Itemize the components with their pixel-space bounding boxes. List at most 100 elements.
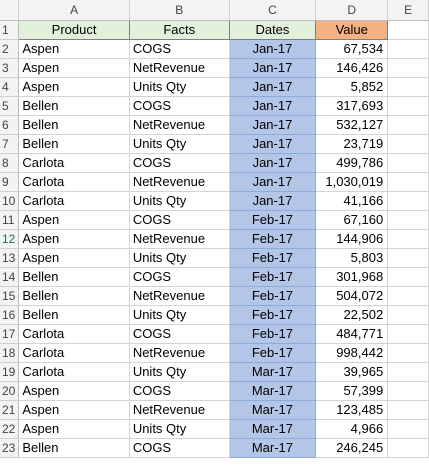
product-cell[interactable]: Aspen <box>18 39 130 59</box>
date-cell[interactable]: Mar-17 <box>229 362 317 382</box>
header-cell-facts[interactable]: Facts <box>128 19 230 40</box>
facts-cell[interactable]: Units Qty <box>129 191 230 211</box>
row-header[interactable]: 19 <box>0 362 20 382</box>
date-cell[interactable]: Jan-17 <box>229 58 317 78</box>
facts-cell[interactable]: Units Qty <box>129 305 230 325</box>
facts-cell[interactable]: COGS <box>129 96 230 116</box>
date-cell[interactable]: Mar-17 <box>229 438 317 458</box>
select-all-corner[interactable] <box>0 0 20 21</box>
date-cell[interactable]: Jan-17 <box>229 172 317 192</box>
value-cell[interactable]: 23,719 <box>315 134 389 154</box>
facts-cell[interactable]: COGS <box>129 324 230 344</box>
empty-cell[interactable] <box>387 210 429 230</box>
date-cell[interactable]: Mar-17 <box>229 419 317 439</box>
empty-cell[interactable] <box>387 362 429 382</box>
empty-cell[interactable] <box>387 248 429 268</box>
empty-cell[interactable] <box>387 191 429 211</box>
row-header[interactable]: 11 <box>0 210 20 230</box>
value-cell[interactable]: 67,534 <box>315 39 389 59</box>
value-cell[interactable]: 499,786 <box>315 153 389 173</box>
product-cell[interactable]: Aspen <box>18 248 130 268</box>
date-cell[interactable]: Jan-17 <box>229 96 317 116</box>
row-header[interactable]: 13 <box>0 248 20 268</box>
date-cell[interactable]: Feb-17 <box>229 286 317 306</box>
empty-cell[interactable] <box>387 438 429 458</box>
empty-cell[interactable] <box>387 324 429 344</box>
facts-cell[interactable]: Units Qty <box>129 134 230 154</box>
empty-cell[interactable] <box>387 39 429 59</box>
row-header[interactable]: 5 <box>0 96 20 116</box>
facts-cell[interactable]: NetRevenue <box>129 115 230 135</box>
row-header[interactable]: 10 <box>0 191 20 211</box>
facts-cell[interactable]: NetRevenue <box>129 229 230 249</box>
facts-cell[interactable]: COGS <box>129 438 230 458</box>
row-header[interactable]: 2 <box>0 39 20 59</box>
facts-cell[interactable]: Units Qty <box>129 77 230 97</box>
value-cell[interactable]: 123,485 <box>315 400 389 420</box>
empty-cell[interactable] <box>387 400 429 420</box>
row-header[interactable]: 7 <box>0 134 20 154</box>
product-cell[interactable]: Bellen <box>18 286 130 306</box>
date-cell[interactable]: Feb-17 <box>229 229 317 249</box>
facts-cell[interactable]: NetRevenue <box>129 172 230 192</box>
value-cell[interactable]: 146,426 <box>315 58 389 78</box>
empty-cell[interactable] <box>387 381 429 401</box>
row-header[interactable]: 22 <box>0 419 20 439</box>
facts-cell[interactable]: NetRevenue <box>129 343 230 363</box>
row-header[interactable]: 15 <box>0 286 20 306</box>
date-cell[interactable]: Mar-17 <box>229 381 317 401</box>
date-cell[interactable]: Feb-17 <box>229 267 317 287</box>
empty-cell[interactable] <box>387 286 429 306</box>
row-header[interactable]: 9 <box>0 172 20 192</box>
empty-cell[interactable] <box>387 20 429 40</box>
product-cell[interactable]: Bellen <box>18 438 130 458</box>
date-cell[interactable]: Jan-17 <box>229 153 317 173</box>
date-cell[interactable]: Feb-17 <box>229 305 317 325</box>
value-cell[interactable]: 504,072 <box>315 286 389 306</box>
empty-cell[interactable] <box>387 77 429 97</box>
value-cell[interactable]: 246,245 <box>315 438 389 458</box>
empty-cell[interactable] <box>387 172 429 192</box>
date-cell[interactable]: Feb-17 <box>229 343 317 363</box>
facts-cell[interactable]: COGS <box>129 267 230 287</box>
date-cell[interactable]: Jan-17 <box>229 134 317 154</box>
facts-cell[interactable]: NetRevenue <box>129 58 230 78</box>
product-cell[interactable]: Bellen <box>18 115 130 135</box>
value-cell[interactable]: 317,693 <box>315 96 389 116</box>
row-header[interactable]: 1 <box>0 20 20 40</box>
value-cell[interactable]: 998,442 <box>315 343 389 363</box>
row-header[interactable]: 23 <box>0 438 20 458</box>
facts-cell[interactable]: COGS <box>129 153 230 173</box>
date-cell[interactable]: Jan-17 <box>229 77 317 97</box>
empty-cell[interactable] <box>387 229 429 249</box>
row-header[interactable]: 12 <box>0 229 20 249</box>
value-cell[interactable]: 144,906 <box>315 229 389 249</box>
row-header[interactable]: 6 <box>0 115 20 135</box>
row-header[interactable]: 14 <box>0 267 20 287</box>
facts-cell[interactable]: Units Qty <box>129 248 230 268</box>
product-cell[interactable]: Carlota <box>18 191 130 211</box>
product-cell[interactable]: Aspen <box>18 229 130 249</box>
value-cell[interactable]: 4,966 <box>315 419 389 439</box>
row-header[interactable]: 4 <box>0 77 20 97</box>
date-cell[interactable]: Mar-17 <box>229 400 317 420</box>
empty-cell[interactable] <box>387 134 429 154</box>
header-cell-dates[interactable]: Dates <box>228 19 317 40</box>
value-cell[interactable]: 5,852 <box>315 77 389 97</box>
empty-cell[interactable] <box>387 115 429 135</box>
empty-cell[interactable] <box>387 267 429 287</box>
facts-cell[interactable]: Units Qty <box>129 419 230 439</box>
header-cell-value[interactable]: Value <box>315 19 389 40</box>
product-cell[interactable]: Aspen <box>18 400 130 420</box>
empty-cell[interactable] <box>387 153 429 173</box>
date-cell[interactable]: Jan-17 <box>229 115 317 135</box>
date-cell[interactable]: Jan-17 <box>229 191 317 211</box>
empty-cell[interactable] <box>387 58 429 78</box>
value-cell[interactable]: 67,160 <box>315 210 389 230</box>
product-cell[interactable]: Aspen <box>18 419 130 439</box>
column-header-d[interactable]: D <box>315 0 389 21</box>
value-cell[interactable]: 57,399 <box>315 381 389 401</box>
value-cell[interactable]: 1,030,019 <box>315 172 389 192</box>
row-header[interactable]: 18 <box>0 343 20 363</box>
facts-cell[interactable]: COGS <box>129 39 230 59</box>
